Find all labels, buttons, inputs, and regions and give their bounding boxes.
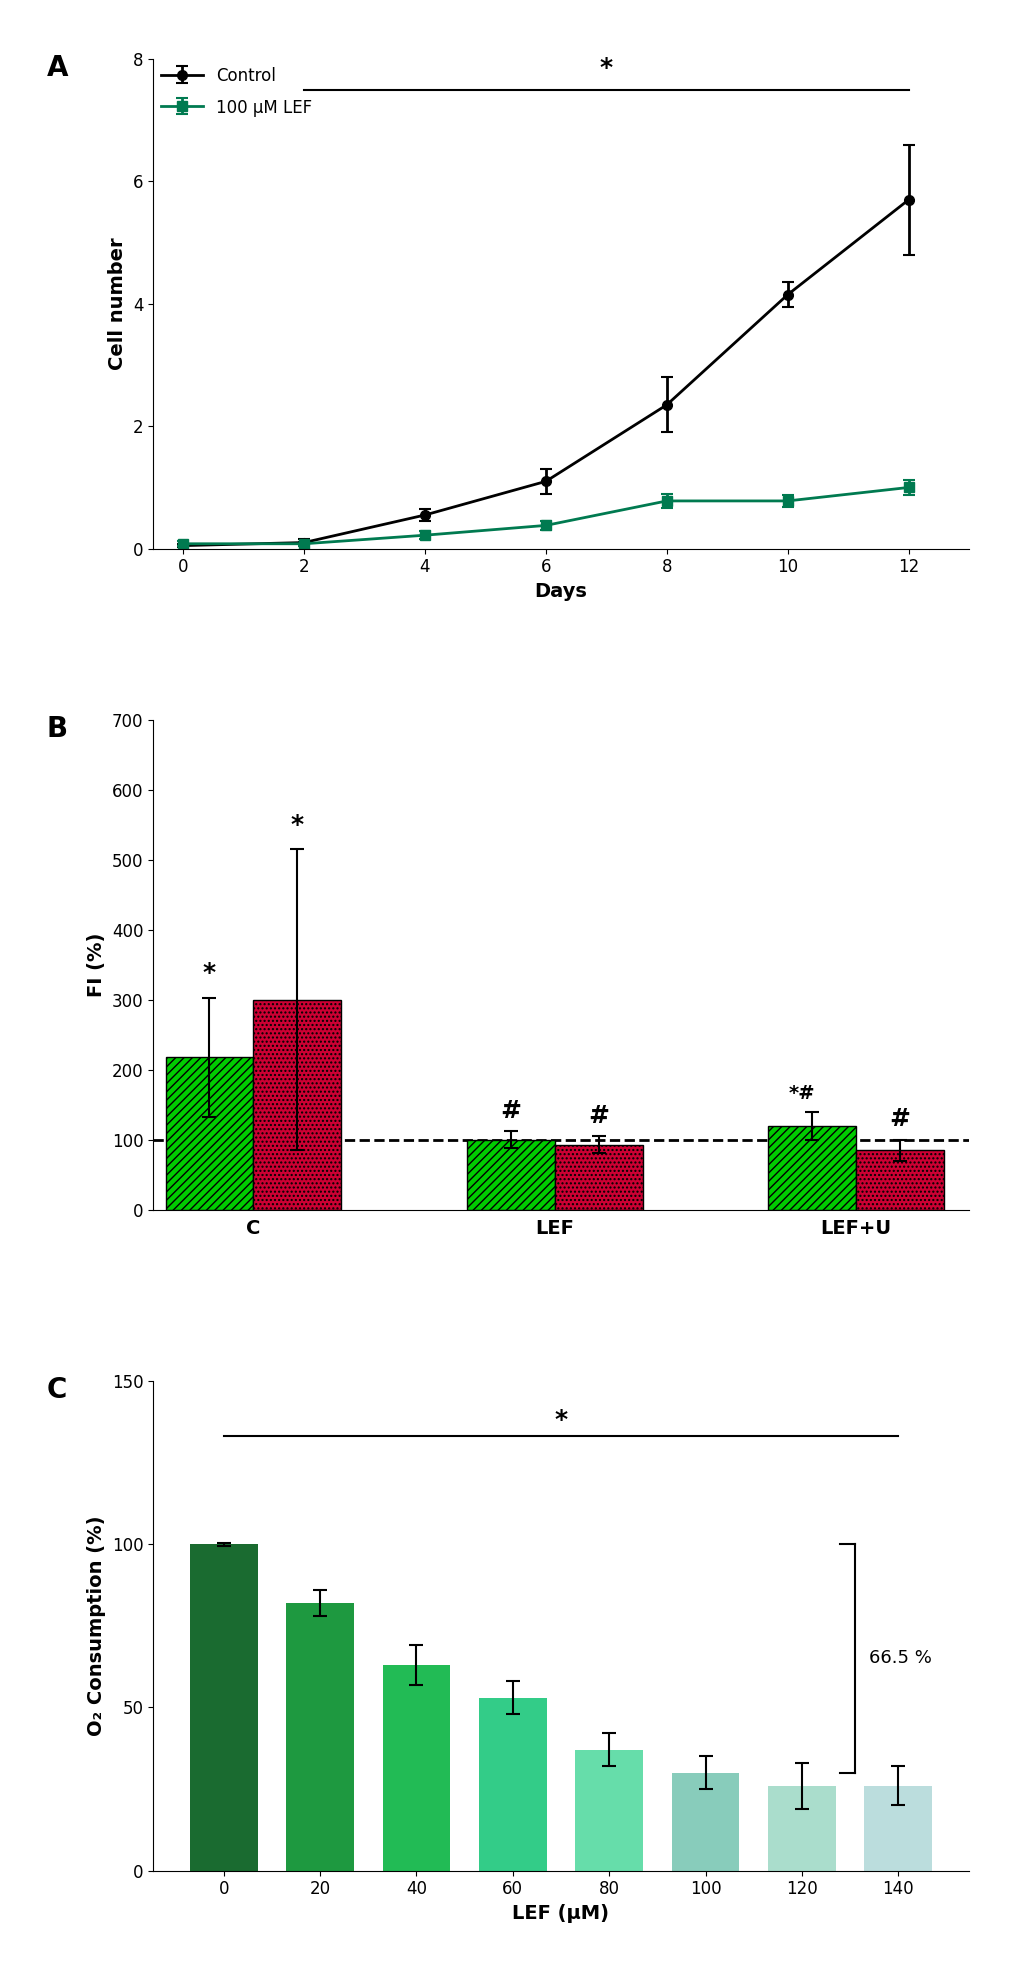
- Bar: [864, 1786, 931, 1871]
- Bar: [467, 1140, 554, 1209]
- Bar: [253, 1000, 341, 1209]
- Text: A: A: [47, 55, 68, 83]
- Y-axis label: FI (%): FI (%): [87, 933, 106, 996]
- Text: *: *: [203, 961, 216, 984]
- Bar: [767, 1786, 835, 1871]
- Text: #: #: [499, 1099, 521, 1122]
- Text: *: *: [599, 57, 612, 81]
- Bar: [382, 1666, 449, 1871]
- Bar: [165, 1057, 253, 1209]
- Y-axis label: O₂ Consumption (%): O₂ Consumption (%): [87, 1516, 106, 1737]
- Text: #: #: [588, 1105, 608, 1128]
- Bar: [286, 1603, 354, 1871]
- Bar: [767, 1126, 855, 1209]
- Bar: [575, 1750, 642, 1871]
- Legend: Control, 100 μM LEF: Control, 100 μM LEF: [161, 67, 312, 116]
- X-axis label: LEF (μM): LEF (μM): [512, 1904, 609, 1924]
- Text: *#: *#: [788, 1085, 814, 1103]
- X-axis label: Days: Days: [534, 583, 587, 601]
- Y-axis label: Cell number: Cell number: [108, 238, 127, 370]
- Bar: [855, 1150, 943, 1209]
- Bar: [479, 1697, 546, 1871]
- Text: *: *: [290, 813, 304, 837]
- Text: *: *: [554, 1408, 567, 1431]
- Text: 66.5 %: 66.5 %: [868, 1650, 931, 1668]
- Text: #: #: [889, 1107, 910, 1132]
- Bar: [672, 1772, 739, 1871]
- Text: C: C: [47, 1376, 67, 1404]
- Bar: [190, 1544, 257, 1871]
- Text: B: B: [47, 715, 68, 742]
- Bar: [554, 1144, 642, 1209]
